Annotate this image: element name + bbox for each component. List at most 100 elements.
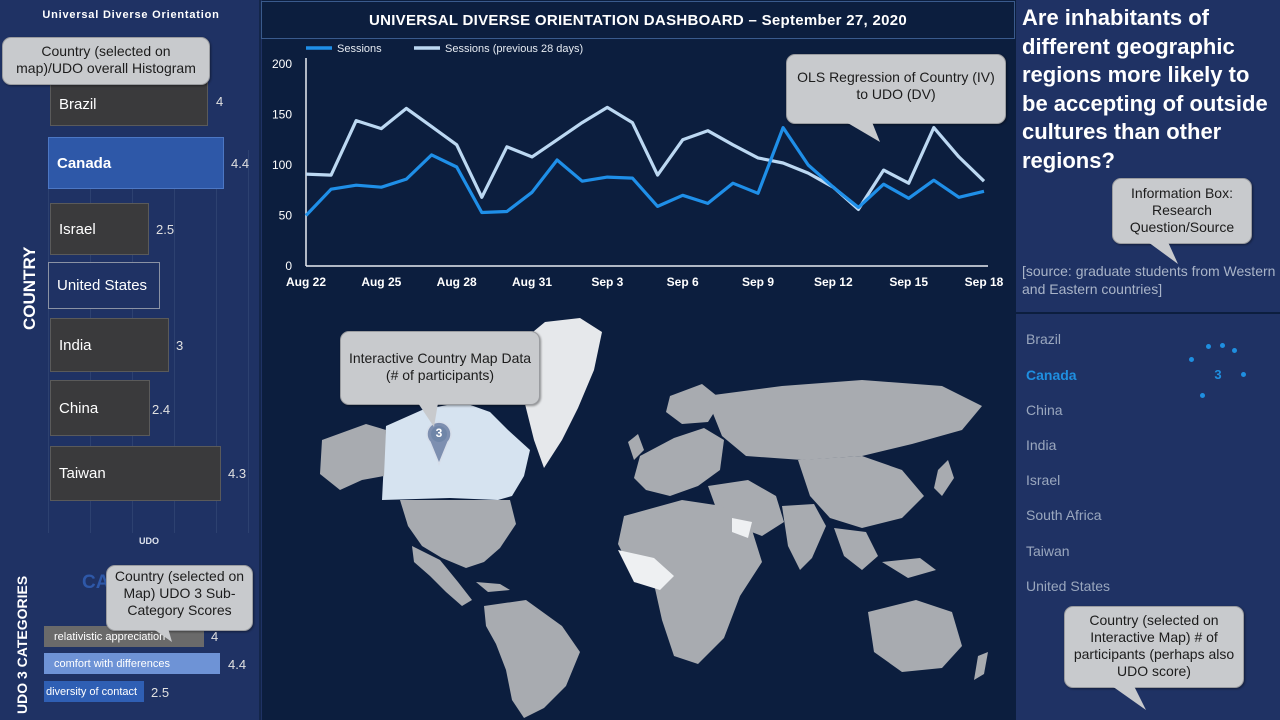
map-south-america [484, 600, 580, 718]
histogram-value-canada: 4.4 [231, 156, 250, 171]
histogram-x-axis-label: UDO [139, 536, 159, 546]
category-bar-comfort[interactable]: comfort with differences [44, 653, 220, 674]
map-new-zealand [974, 652, 988, 680]
histogram-y-axis-label: COUNTRY [20, 246, 39, 330]
x-tick-label: Sep 12 [814, 275, 853, 289]
sessions-line-chart[interactable]: 0 50 100 150 200 Aug 22 Aug 25 Aug 28 Aug 31 Sep … [262, 40, 1014, 296]
count-dot [1206, 344, 1211, 349]
research-source: [source: graduate students from Western … [1022, 263, 1276, 297]
info-callout-tail [1148, 242, 1178, 264]
x-tick-label: Aug 25 [361, 275, 401, 289]
histogram-callout: Country (selected on map)/UDO overall Hi… [2, 37, 210, 85]
histogram-gridline [174, 150, 175, 533]
count-dot [1189, 357, 1194, 362]
map-caribbean [476, 582, 510, 592]
map-china [798, 456, 924, 528]
count-dot [1241, 372, 1246, 377]
category-value-comfort: 4.4 [228, 657, 247, 672]
y-tick-label: 50 [279, 209, 293, 223]
histogram-bar-china[interactable]: China [50, 380, 150, 436]
histogram-gridline [248, 150, 249, 533]
histogram-bar-india[interactable]: India [50, 318, 169, 372]
map-greenland [520, 318, 602, 468]
count-dot [1200, 393, 1205, 398]
map-uk [628, 434, 644, 460]
y-tick-label: 200 [272, 57, 292, 71]
map-pin-count: 3 [435, 426, 443, 440]
category-bar-diversity[interactable]: diversity of contact [44, 681, 144, 702]
category-value-relativistic: 4 [211, 629, 219, 644]
map-europe [634, 428, 724, 496]
map-middle-east [708, 480, 784, 536]
x-tick-label: Sep 3 [591, 275, 623, 289]
country-filter-india[interactable]: India [1026, 437, 1057, 453]
x-tick-label: Sep 15 [889, 275, 928, 289]
histogram-value-india: 3 [176, 338, 184, 353]
histogram-bar-israel[interactable]: Israel [50, 203, 149, 255]
map-australia [868, 600, 962, 672]
y-tick-label: 150 [272, 108, 292, 122]
map-japan [934, 460, 954, 496]
histogram-bar-brazil[interactable]: Brazil [50, 82, 208, 126]
line-chart-axes: 0 50 100 150 200 Aug 22 Aug 25 Aug 28 Aug 31 Sep … [272, 57, 1004, 289]
panel-divider [259, 0, 261, 720]
map-alaska [320, 424, 386, 490]
country-filter-brazil[interactable]: Brazil [1026, 331, 1062, 347]
map-india [782, 504, 826, 570]
info-panel [1016, 0, 1280, 312]
legend-label: Sessions [337, 43, 382, 55]
histogram-value-brazil: 4 [216, 94, 224, 109]
dashboard-title: UNIVERSAL DIVERSE ORIENTATION DASHBOARD … [368, 12, 908, 29]
info-callout: Information Box: Research Question/Sourc… [1112, 178, 1252, 244]
y-tick-label: 0 [285, 259, 292, 273]
country-filter-united-states[interactable]: United States [1026, 578, 1111, 594]
participant-count: 3 [1214, 367, 1222, 382]
map-usa [400, 500, 516, 568]
line-chart-series [304, 105, 986, 217]
series-line-previous-28-days [305, 105, 986, 211]
regression-callout-tail [846, 122, 880, 142]
histogram-value-taiwan: 4.3 [228, 466, 247, 481]
map-pin-icon[interactable] [424, 420, 454, 466]
participants-callout: Country (selected on Interactive Map) # … [1064, 606, 1244, 688]
map-callout-tail [418, 403, 438, 427]
map-callout: Interactive Country Map Data (# of parti… [340, 331, 540, 405]
category-value-diversity: 2.5 [151, 685, 170, 700]
histogram-gridline [216, 150, 217, 533]
country-filter-taiwan[interactable]: Taiwan [1026, 543, 1070, 559]
series-line-sessions [304, 125, 985, 217]
histogram-bar-canada[interactable]: Canada [48, 137, 224, 189]
sidebar-title: Universal Diverse Orientation [42, 9, 220, 21]
world-map[interactable] [262, 300, 1014, 720]
research-question: Are inhabitants of different geographic … [1022, 5, 1268, 173]
country-filter-israel[interactable]: Israel [1026, 472, 1061, 488]
regression-callout: OLS Regression of Country (IV) to UDO (D… [786, 54, 1006, 124]
x-tick-label: Aug 28 [437, 275, 477, 289]
country-filter-china[interactable]: China [1026, 402, 1063, 418]
x-tick-label: Sep 18 [965, 275, 1004, 289]
count-dot [1220, 343, 1225, 348]
legend-label: Sessions (previous 28 days) [445, 43, 583, 55]
histogram-value-china: 2.4 [152, 402, 171, 417]
map-africa-highlight [618, 518, 752, 590]
x-tick-label: Sep 9 [742, 275, 774, 289]
y-tick-label: 100 [272, 158, 292, 172]
x-tick-label: Sep 6 [667, 275, 699, 289]
country-filter-canada[interactable]: Canada [1026, 367, 1077, 383]
histogram-value-israel: 2.5 [156, 222, 175, 237]
map-africa [618, 500, 762, 664]
categories-callout: Country (selected on Map) UDO 3 Sub-Cate… [106, 565, 253, 631]
map-russia [706, 380, 982, 460]
dashboard-header: UNIVERSAL DIVERSE ORIENTATION DASHBOARD … [261, 1, 1015, 39]
categories-callout-tail [152, 628, 172, 642]
count-dot [1232, 348, 1237, 353]
x-tick-label: Aug 31 [512, 275, 552, 289]
categories-axis-label: UDO 3 CATEGORIES [14, 575, 30, 714]
map-southeast-asia [834, 528, 936, 578]
histogram-bar-taiwan[interactable]: Taiwan [50, 446, 221, 501]
map-central-america [412, 546, 472, 606]
map-scandinavia [666, 384, 722, 424]
country-filter-south-africa[interactable]: South Africa [1026, 507, 1102, 523]
histogram-bar-united-states[interactable]: United States [48, 262, 160, 309]
x-tick-label: Aug 22 [286, 275, 326, 289]
